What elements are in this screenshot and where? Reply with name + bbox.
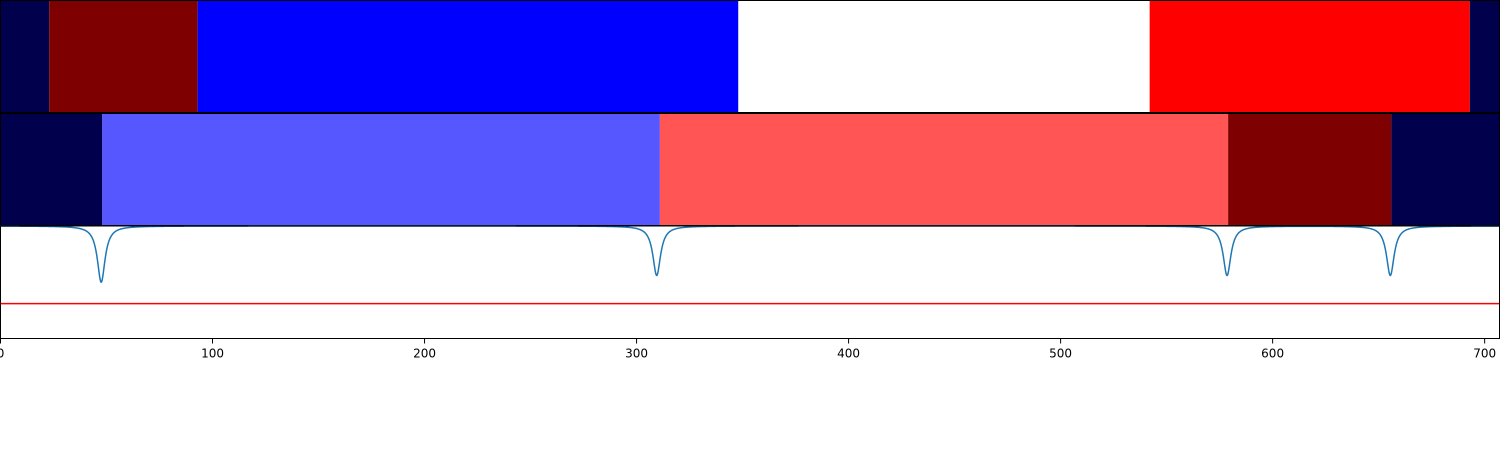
x-tick-label-600: 600: [1261, 347, 1284, 361]
segment-0-2: [197, 0, 739, 113]
x-tick-label-0: 0: [0, 347, 4, 361]
segment-1-2: [659, 113, 1229, 226]
middle-segment-track: [0, 113, 1500, 226]
score-line-panel: [0, 225, 1500, 339]
x-tick-label-500: 500: [1049, 347, 1072, 361]
segment-1-3: [1228, 113, 1392, 226]
panel-frame-2: [0, 225, 1500, 339]
x-tick-label-300: 300: [625, 347, 648, 361]
segment-0-0: [0, 0, 50, 113]
x-tick-label-400: 400: [837, 347, 860, 361]
segment-1-1: [102, 113, 660, 226]
x-tick-label-200: 200: [413, 347, 436, 361]
segment-1-4: [1391, 113, 1500, 226]
segment-0-3: [738, 0, 1150, 113]
segment-0-4: [1149, 0, 1470, 113]
segment-1-0: [0, 113, 103, 226]
segment-0-5: [1469, 0, 1500, 113]
x-tick-label-100: 100: [201, 347, 224, 361]
x-tick-label-700: 700: [1473, 347, 1496, 361]
top-segment-track: [0, 0, 1500, 113]
score-series-line: [0, 225, 1500, 283]
segment-0-1: [49, 0, 198, 113]
x-axis: 0 100 200 300 400 500 600 700: [0, 338, 1496, 361]
